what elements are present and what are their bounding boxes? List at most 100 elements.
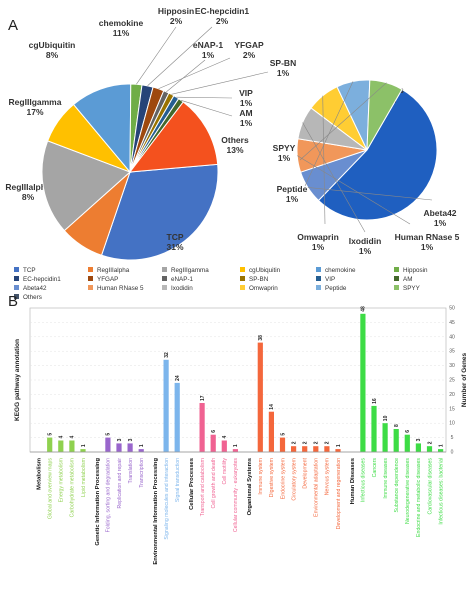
y-tick-label: 25 (449, 378, 455, 384)
pie-label-human-rnase-5: Human RNase 5 (395, 232, 460, 242)
bar-value-label: 3 (117, 438, 123, 441)
bar-immune-diseases (382, 423, 388, 452)
category-label-infectious-diseases: Infectious diseases (361, 458, 367, 503)
category-label-neurodegenerative-diseases: Neurodegenerative diseases (405, 458, 411, 524)
category-label-cancers: Cancers (372, 458, 378, 478)
pie-slice-tcp (100, 163, 219, 261)
bar-value-label: 2 (291, 441, 297, 444)
legend-label-regiiialpha: RegIIIalpha (97, 267, 130, 274)
group-label-human-diseases: Human Diseases (350, 458, 356, 504)
bar-value-label: 4 (70, 436, 76, 439)
bar-cell-growth-and-death (210, 434, 216, 452)
bar-value-label: 16 (372, 398, 378, 404)
category-label-cell-growth-and-death: Cell growth and death (211, 458, 217, 509)
pie-label-am: AM (239, 108, 252, 118)
pie-label-spyy: SPYY (273, 143, 296, 153)
legend-label-ixodidin: Ixodidin (171, 285, 193, 292)
leader-line-am (180, 99, 233, 117)
pie-percent-hipposin: 2% (170, 16, 183, 26)
category-label-endocrine-and-metabolic-diseases: Endocrine and metabolic diseases (416, 458, 422, 537)
pie-percent-regiiialpha: 8% (22, 192, 35, 202)
bar-replication-and-repair (116, 443, 122, 452)
legend-label-sp-bn: SP-BN (249, 276, 269, 283)
pie-label-vip: VIP (239, 88, 253, 98)
y-tick-label: 0 (451, 450, 454, 456)
legend-swatch-vip (316, 276, 321, 281)
legend-swatch-ec-hepcidin1 (14, 276, 19, 281)
leader-line-human-rnase-5 (297, 155, 411, 225)
bar-development-and-regeneration (335, 449, 341, 452)
pie-slice-others (317, 88, 438, 221)
y2-axis-title: Number of Genes (461, 353, 468, 408)
bar-transcription (138, 449, 144, 452)
pie-label-abeta42: Abeta42 (423, 208, 456, 218)
pie-percent-abeta42: 1% (434, 218, 447, 228)
category-label-replication-and-repair: Replication and repair (117, 458, 123, 509)
category-label-development: Development (303, 457, 309, 488)
bar-nervous-system (324, 446, 330, 452)
category-label-lipid-metabolism: Lipid metabolism (81, 458, 87, 497)
category-label-development-and-regeneration: Development and regeneration (336, 458, 342, 529)
legend-swatch-regiiialpha (88, 267, 93, 272)
bar-value-label: 4 (59, 436, 65, 439)
bar-value-label: 1 (438, 444, 444, 447)
pie-label-sp-bn: SP-BN (270, 58, 296, 68)
leader-line-enap-1 (166, 59, 206, 93)
legend-swatch-human-rnase-5 (88, 285, 93, 290)
legend-swatch-regiiigamma (162, 267, 167, 272)
group-label-cellular-processes: Cellular Processes (189, 458, 195, 510)
legend-swatch-omwaprin (240, 285, 245, 290)
pie-label-hipposin: Hipposin (158, 6, 194, 16)
pie-label-regiiialpha: RegIIIalpha (5, 182, 51, 192)
bar-infectious-diseases-bacterial (438, 449, 444, 452)
bar-value-label: 2 (314, 441, 320, 444)
legend-label-spyy: SPYY (403, 285, 421, 292)
legend-label-regiiigamma: RegIIIgamma (171, 267, 209, 274)
category-label-circulatory-system: Circulatory system (291, 458, 297, 501)
bar-signaling-molecules-and-interaction (163, 359, 169, 452)
category-label-carbohydrate-metabolism: Carbohydrate metabolism (70, 458, 76, 517)
bar-value-label: 5 (106, 433, 112, 436)
pie-percent-others: 13% (226, 145, 243, 155)
group-label-organismal-systems: Organismal Systems (247, 458, 253, 515)
legend-swatch-chemokine (316, 267, 321, 272)
pie-percent-omwaprin: 1% (312, 242, 325, 252)
bar-immune-system (257, 342, 263, 452)
bar-value-label: 1 (139, 444, 145, 447)
legend-swatch-tcp (14, 267, 19, 272)
legend-swatch-yfgap (88, 276, 93, 281)
bar-value-label: 2 (325, 441, 331, 444)
category-label-energy-metabolism: Energy metabolism (59, 458, 65, 502)
pie-percent-sp-bn: 1% (277, 68, 290, 78)
bar-translation (127, 443, 133, 452)
pie-percent-human-rnase-5: 1% (421, 242, 434, 252)
pie-label-omwaprin: Omwaprin (297, 232, 339, 242)
bar-signal-transduction (174, 382, 180, 452)
leader-line-sp-bn (171, 71, 269, 95)
bar-value-label: 6 (211, 430, 217, 433)
bar-cell-motility (221, 440, 227, 452)
category-label-translation: Translation (128, 458, 134, 484)
leader-line-vip (176, 96, 233, 99)
main-pie-chart: TCP31%RegIIIalpha8%RegIIIgamma17%cgUbiqu… (5, 6, 296, 261)
category-label-signal-transduction: Signal transduction (175, 458, 181, 502)
y-tick-label: 30 (449, 363, 455, 369)
bar-value-label: 1 (81, 444, 87, 447)
bar-substance-dependence (393, 429, 399, 452)
bar-value-label: 3 (416, 438, 422, 441)
pie-percent-regiiigamma: 17% (26, 107, 43, 117)
legend-label-others: Others (23, 294, 42, 301)
panel-a-letter: A (8, 17, 18, 34)
legend-swatch-spyy (394, 285, 399, 290)
category-label-cardiovascular-diseases: Cardiovascular diseases (427, 458, 433, 515)
category-label-folding-sorting-and-degradation: Folding, sorting and degradation (106, 458, 112, 533)
y-tick-label: 35 (449, 349, 455, 355)
pie-percent-chemokine: 11% (113, 28, 130, 38)
leader-line-abeta42 (307, 187, 433, 201)
legend-label-am: AM (403, 276, 412, 283)
y-tick-label: 50 (449, 306, 455, 312)
bar-value-label: 3 (128, 438, 134, 441)
legend-label-enap-1: eNAP-1 (171, 276, 194, 283)
bar-value-label: 1 (336, 444, 342, 447)
